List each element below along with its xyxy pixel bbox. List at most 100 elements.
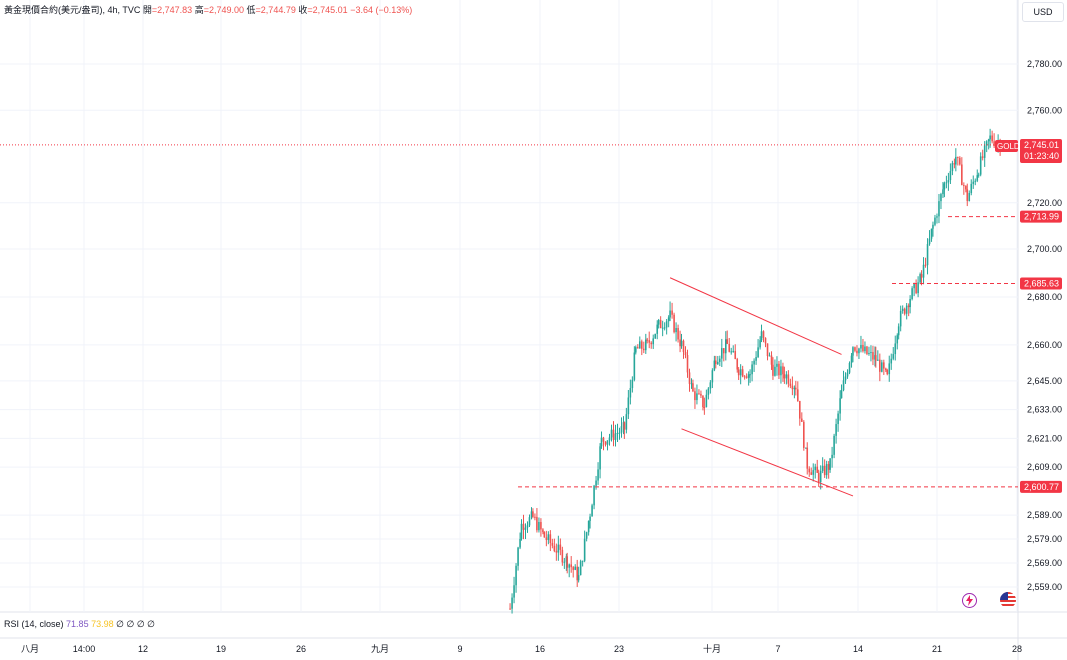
candle-body — [614, 433, 617, 440]
candle-body — [768, 355, 771, 357]
candle-body — [707, 388, 710, 395]
candle-body — [732, 351, 735, 353]
candle-body — [565, 556, 568, 562]
time-tick-label: 26 — [296, 644, 306, 654]
candle-body — [696, 393, 698, 401]
candle-body — [770, 355, 773, 365]
candle-body — [924, 264, 927, 266]
rsi-legend: RSI (14, close) 71.85 73.98 ∅ ∅ ∅ ∅ — [4, 619, 155, 630]
candle-body — [703, 407, 706, 409]
candle-body — [797, 389, 799, 401]
candle-body — [981, 156, 984, 158]
candle-body — [540, 522, 542, 530]
candle-body — [627, 397, 630, 415]
candle-body — [877, 359, 879, 361]
candle-body — [795, 387, 797, 390]
candle-body — [905, 305, 908, 314]
candle-body — [709, 382, 712, 389]
price-tick-label: 2,720.00 — [1027, 198, 1062, 208]
price-axis[interactable]: 2,780.00 2,760.00 2,720.00 2,700.00 2,680.00… — [1027, 59, 1062, 592]
candle-body — [682, 340, 685, 353]
candle-body — [679, 339, 681, 347]
candle-body — [618, 432, 621, 434]
candle-body — [909, 299, 911, 308]
candle-body — [608, 437, 611, 441]
candle-body — [839, 398, 841, 414]
candle-body — [646, 339, 649, 341]
candle-body — [799, 400, 801, 419]
candle-body — [640, 341, 643, 349]
price-tick-label: 2,760.00 — [1027, 105, 1062, 115]
candle-body — [747, 374, 750, 378]
candle-body — [831, 454, 833, 459]
candle-body — [919, 274, 921, 283]
candle-body — [737, 369, 740, 376]
currency-button[interactable]: USD — [1022, 2, 1064, 22]
candle-body — [715, 360, 717, 365]
candle-body — [791, 385, 794, 390]
candle-body — [801, 418, 803, 422]
change-value: −3.64 (−0.13%) — [350, 5, 413, 15]
candle-body — [844, 376, 847, 381]
candle-body — [530, 511, 533, 518]
high-value: =2,749.00 — [203, 5, 245, 15]
candle-body — [874, 355, 876, 360]
candle-body — [913, 283, 915, 289]
candle-body — [570, 564, 573, 568]
high-label: 高 — [194, 5, 204, 15]
candle-body — [604, 441, 607, 445]
open-value: =2,747.83 — [151, 5, 193, 15]
candle-body — [600, 437, 603, 447]
candle-body — [559, 544, 562, 550]
candle-body — [803, 421, 805, 448]
candle-body — [576, 566, 579, 581]
candle-body — [955, 156, 957, 165]
candle-body — [686, 355, 689, 373]
candle-body — [572, 567, 575, 570]
price-tick-label: 2,559.00 — [1027, 582, 1062, 592]
close-value: =2,745.01 — [307, 5, 348, 15]
candle-body — [934, 217, 936, 225]
candle-body — [785, 374, 788, 379]
candle-body — [622, 422, 625, 427]
candle-body — [860, 345, 862, 349]
candle-body — [864, 346, 866, 352]
candle-body — [959, 157, 961, 165]
candle-body — [917, 282, 919, 294]
lightning-icon[interactable] — [962, 593, 977, 608]
level1-label-bg — [1020, 210, 1062, 223]
candle-body — [520, 523, 523, 539]
candle-body — [538, 522, 540, 531]
candle-body — [760, 331, 763, 341]
candle-body — [892, 354, 895, 359]
candle-body — [883, 362, 885, 369]
time-axis[interactable]: 八月 14:00 12 19 26 九月 9 16 23 十月 7 14 21 28 — [21, 643, 1022, 654]
candle-body — [713, 360, 716, 371]
candle-body — [725, 339, 727, 354]
candle-body — [599, 446, 601, 470]
candle-body — [862, 345, 864, 352]
us-flag-icon[interactable] — [1000, 592, 1016, 608]
candle-body — [577, 575, 580, 581]
candle-body — [620, 426, 623, 433]
candle-body — [938, 201, 940, 217]
candle-body — [947, 180, 950, 183]
candle-body — [901, 308, 904, 311]
candle-body — [945, 182, 948, 184]
level3-label-bg — [1020, 480, 1062, 493]
low-value: =2,744.79 — [255, 5, 296, 15]
candle-body — [965, 186, 967, 190]
candle-body — [705, 394, 708, 408]
candle-body — [657, 319, 660, 325]
candle-body — [542, 529, 544, 533]
rsi-label: RSI (14, close) — [4, 619, 64, 629]
candle-body — [812, 470, 815, 475]
candle-body — [840, 390, 843, 399]
candle-body — [852, 347, 854, 356]
candle-body — [993, 141, 995, 146]
candle-body — [940, 194, 942, 202]
candle-body — [648, 340, 651, 343]
candle-body — [868, 352, 870, 354]
overlays — [0, 144, 1018, 497]
